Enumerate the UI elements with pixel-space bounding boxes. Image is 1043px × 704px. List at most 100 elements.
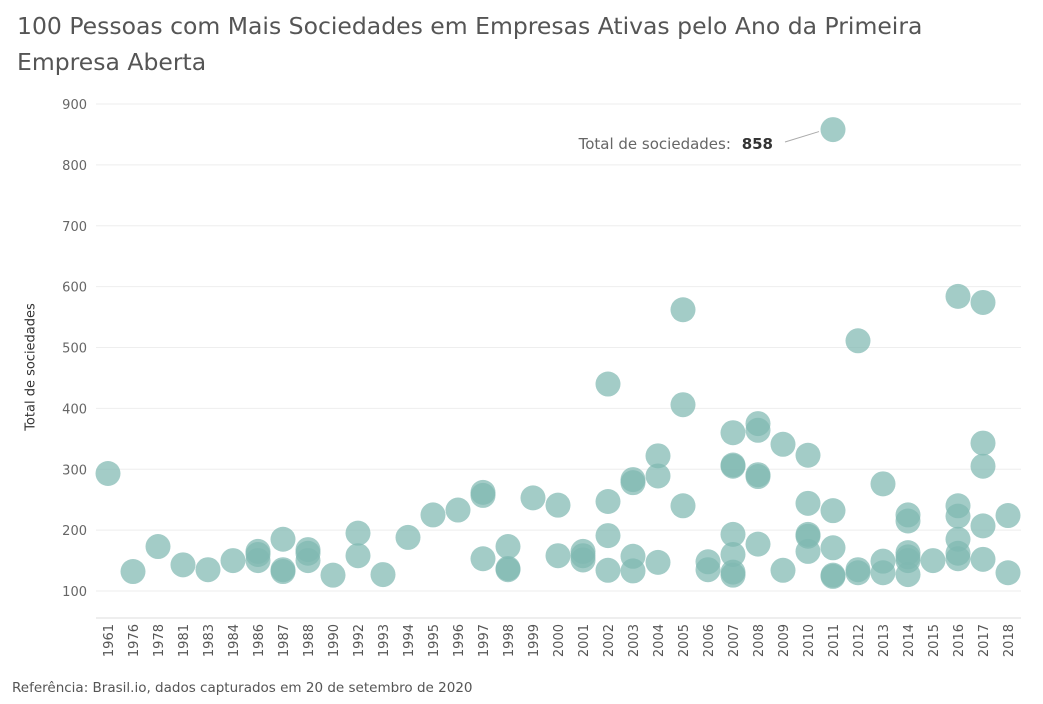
x-tick-label: 2003 — [627, 624, 642, 657]
y-tick-label: 300 — [62, 463, 87, 478]
data-point[interactable] — [170, 552, 196, 578]
data-point[interactable] — [995, 503, 1021, 529]
data-point[interactable] — [995, 560, 1021, 586]
data-point[interactable] — [795, 442, 821, 468]
data-point[interactable] — [970, 430, 996, 456]
annotation-value: 858 — [742, 135, 773, 153]
annotation-leader-line — [784, 131, 820, 143]
data-point[interactable] — [670, 493, 696, 519]
data-point[interactable] — [820, 117, 846, 143]
data-point[interactable] — [145, 534, 171, 560]
data-point[interactable] — [645, 443, 671, 469]
data-point[interactable] — [595, 557, 621, 583]
data-point[interactable] — [345, 520, 371, 546]
data-point[interactable] — [545, 492, 571, 518]
data-point[interactable] — [495, 534, 521, 560]
data-point[interactable] — [420, 502, 446, 528]
data-point[interactable] — [770, 557, 796, 583]
data-point[interactable] — [695, 557, 721, 583]
data-point[interactable] — [245, 548, 271, 574]
data-point[interactable] — [220, 548, 246, 574]
data-point[interactable] — [495, 557, 521, 583]
data-point[interactable] — [720, 453, 746, 479]
data-point[interactable] — [970, 289, 996, 315]
x-tick-label: 2000 — [552, 624, 567, 657]
data-point[interactable] — [845, 560, 871, 586]
data-point[interactable] — [520, 485, 546, 511]
data-point[interactable] — [320, 562, 346, 588]
data-point[interactable] — [620, 470, 646, 496]
data-point[interactable] — [945, 283, 971, 309]
data-point[interactable] — [745, 464, 771, 490]
data-point[interactable] — [795, 538, 821, 564]
data-point[interactable] — [620, 558, 646, 584]
annotation: Total de sociedades: 858 — [578, 131, 820, 153]
data-point[interactable] — [595, 523, 621, 549]
data-point[interactable] — [820, 498, 846, 524]
data-point[interactable] — [970, 453, 996, 479]
x-tick-label: 2012 — [852, 624, 867, 657]
data-point[interactable] — [720, 562, 746, 588]
data-point[interactable] — [845, 328, 871, 354]
x-tick-label: 2002 — [602, 624, 617, 657]
data-point[interactable] — [770, 431, 796, 457]
data-point[interactable] — [470, 546, 496, 572]
data-point[interactable] — [595, 489, 621, 515]
x-tick-label: 2018 — [1002, 624, 1017, 657]
x-tick-label: 1996 — [452, 624, 467, 657]
data-point[interactable] — [970, 513, 996, 539]
data-point[interactable] — [445, 497, 471, 523]
x-tick-label: 1984 — [227, 624, 242, 657]
y-tick-label: 600 — [62, 281, 87, 296]
annotation-label: Total de sociedades: — [578, 135, 731, 153]
data-point[interactable] — [745, 531, 771, 557]
data-point[interactable] — [895, 562, 921, 588]
data-point[interactable] — [720, 541, 746, 567]
data-point[interactable] — [720, 420, 746, 446]
data-point[interactable] — [645, 463, 671, 489]
data-point[interactable] — [645, 549, 671, 575]
data-point[interactable] — [820, 535, 846, 561]
x-tick-label: 1981 — [177, 624, 192, 657]
x-tick-label: 2009 — [777, 624, 792, 657]
data-point[interactable] — [295, 548, 321, 574]
data-point[interactable] — [745, 417, 771, 443]
data-point[interactable] — [570, 547, 596, 573]
data-point[interactable] — [370, 562, 396, 588]
data-point[interactable] — [895, 508, 921, 534]
x-tick-label: 1997 — [477, 624, 492, 657]
data-point[interactable] — [270, 559, 296, 585]
data-point[interactable] — [870, 560, 896, 586]
x-axis-ticks: 1961 1976 1978 1981 1983 1984 1986 1987 1988 1990… — [102, 624, 1017, 657]
data-point[interactable] — [870, 471, 896, 497]
x-tick-label: 2001 — [577, 624, 592, 657]
x-tick-label: 2010 — [802, 624, 817, 657]
x-tick-label: 2008 — [752, 624, 767, 657]
data-point[interactable] — [345, 543, 371, 569]
data-point[interactable] — [945, 503, 971, 529]
data-point[interactable] — [270, 526, 296, 552]
chart-title: 100 Pessoas com Mais Sociedades em Empre… — [17, 12, 923, 76]
data-point[interactable] — [120, 559, 146, 585]
y-tick-label: 200 — [62, 524, 87, 539]
data-point[interactable] — [970, 546, 996, 572]
data-point[interactable] — [720, 521, 746, 547]
y-tick-label: 500 — [62, 342, 87, 357]
data-point[interactable] — [395, 524, 421, 550]
data-point[interactable] — [670, 392, 696, 418]
data-point[interactable] — [595, 371, 621, 397]
x-tick-label: 2015 — [927, 624, 942, 657]
data-point[interactable] — [470, 482, 496, 508]
data-point[interactable] — [820, 563, 846, 589]
data-point[interactable] — [95, 461, 121, 487]
data-point[interactable] — [795, 490, 821, 516]
data-point[interactable] — [545, 543, 571, 569]
data-point[interactable] — [670, 297, 696, 323]
data-point[interactable] — [945, 546, 971, 572]
x-tick-label: 2004 — [652, 624, 667, 657]
gridlines — [96, 103, 1021, 619]
data-point[interactable] — [920, 548, 946, 574]
data-point[interactable] — [195, 557, 221, 583]
x-tick-label: 1961 — [102, 624, 117, 657]
